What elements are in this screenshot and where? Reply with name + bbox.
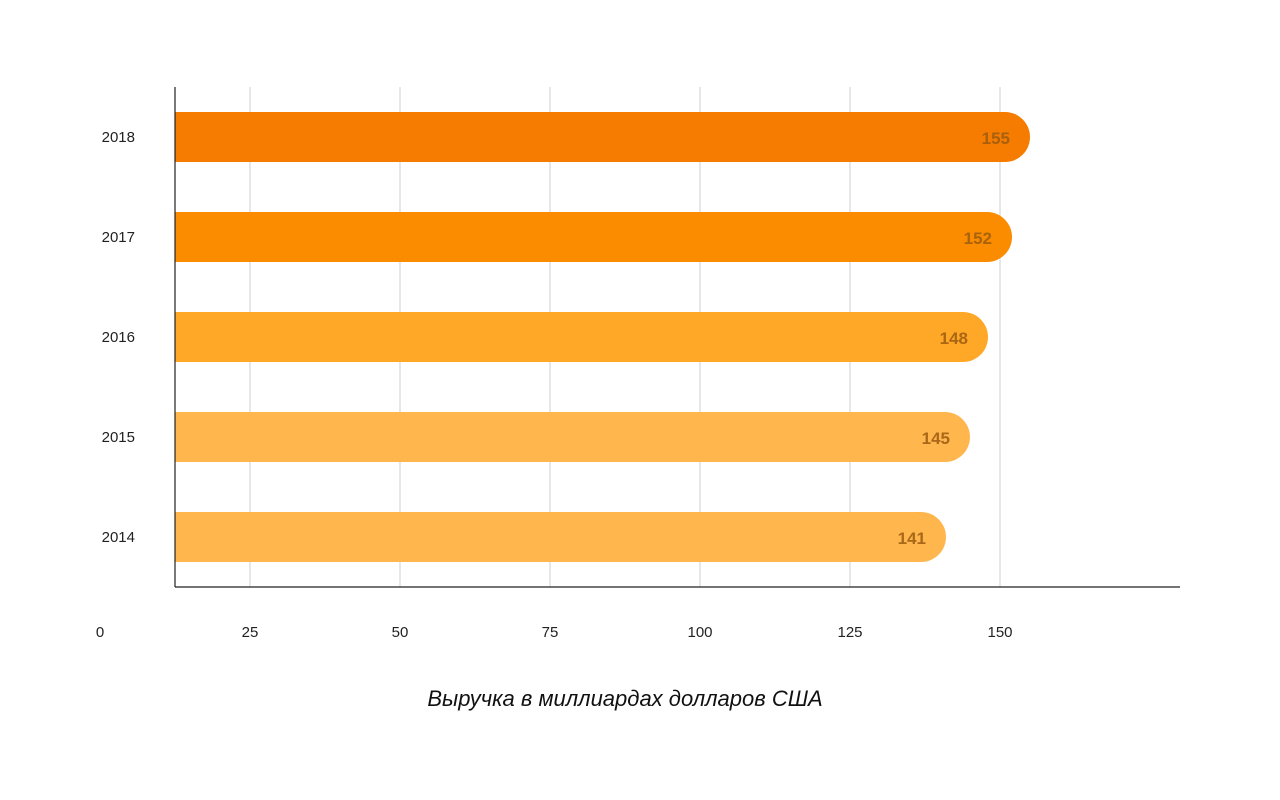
bar: [175, 512, 946, 562]
x-tick-label: 25: [242, 624, 259, 641]
x-tick-label: 0: [96, 624, 104, 641]
bar-value-label: 155: [982, 129, 1010, 148]
category-label: 2015: [102, 429, 135, 446]
category-label: 2016: [102, 329, 135, 346]
bar-value-label: 152: [964, 229, 992, 248]
category-label: 2018: [102, 129, 135, 146]
bar: [175, 412, 970, 462]
x-tick-label: 125: [837, 624, 862, 641]
bars: [175, 112, 1030, 562]
bar: [175, 212, 1012, 262]
bar-value-label: 141: [898, 529, 926, 548]
axes: [174, 87, 1180, 588]
x-axis-title: Выручка в миллиардах долларов США: [427, 686, 822, 711]
x-tick-label: 75: [542, 624, 559, 641]
category-label: 2014: [102, 529, 135, 546]
bar: [175, 112, 1030, 162]
x-tick-label: 100: [687, 624, 712, 641]
labels: 155 2018 152 2017 148 2016 145 2015 141 2014 0 25 50…: [96, 129, 1013, 641]
bar-value-label: 148: [940, 329, 968, 348]
x-tick-label: 150: [987, 624, 1012, 641]
bar: [175, 312, 988, 362]
bar-value-label: 145: [922, 429, 950, 448]
category-label: 2017: [102, 229, 135, 246]
x-tick-label: 50: [392, 624, 409, 641]
